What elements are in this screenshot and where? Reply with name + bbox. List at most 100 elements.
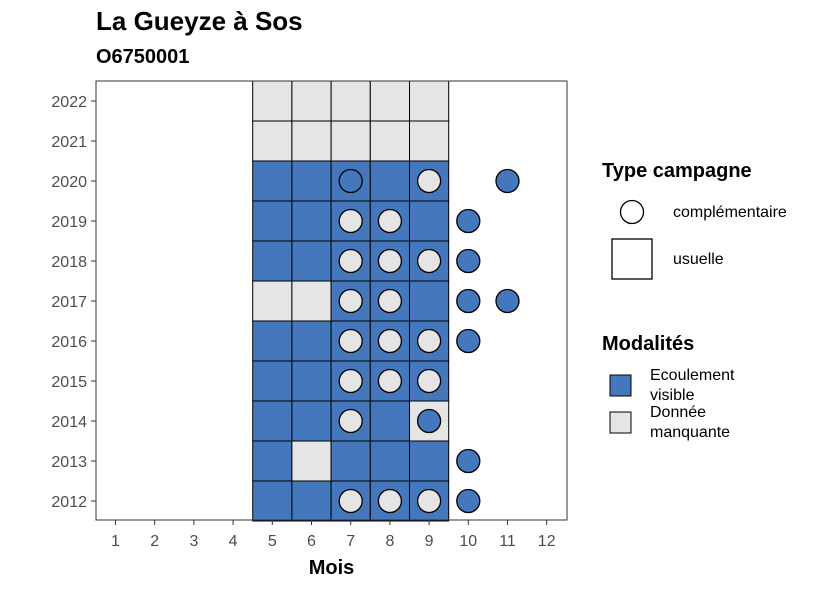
tile-usuelle-2021-7	[330, 120, 371, 162]
legend-mod-label-ecoulement-line2: visible	[650, 387, 695, 404]
chart-title: La Gueyze à Sos	[96, 6, 303, 36]
tile-usuelle-2018-6	[291, 240, 332, 282]
point-complementaire-2016-9	[416, 328, 442, 354]
tile-usuelle-2012-6	[291, 480, 332, 522]
tile-usuelle-2022-6	[291, 80, 332, 122]
point-complementaire-2020-11	[495, 168, 520, 194]
legend-key-ecoulement-visible	[609, 374, 632, 397]
x-tick-label-11: 11	[499, 533, 516, 550]
y-tick-label-2017: 2017	[51, 294, 87, 311]
x-tick-label-4: 4	[229, 533, 238, 550]
point-complementaire-2018-7	[338, 248, 363, 274]
point-complementaire-2018-10	[456, 248, 481, 274]
point-complementaire-2019-7	[338, 208, 363, 234]
y-tick-label-2021: 2021	[51, 134, 87, 151]
x-tick-label-1: 1	[111, 533, 120, 550]
tile-usuelle-2016-5	[252, 320, 293, 362]
point-complementaire-2016-7	[338, 328, 363, 354]
x-tick-label-8: 8	[385, 533, 394, 550]
y-tick-label-2020: 2020	[51, 174, 87, 191]
legend-mod-label-manquante-line1: Donnée	[650, 404, 707, 421]
tile-usuelle-2019-9	[409, 200, 450, 242]
tile-usuelle-2021-9	[409, 120, 450, 162]
x-tick-label-10: 10	[459, 533, 477, 550]
point-complementaire-2020-7	[338, 168, 363, 194]
tile-usuelle-2020-5	[252, 160, 293, 202]
legend-type-title: Type campagne	[602, 160, 752, 182]
tile-usuelle-2015-5	[252, 360, 293, 402]
tile-usuelle-2015-6	[291, 360, 332, 402]
tile-usuelle-2013-6	[291, 440, 332, 482]
legend-key-complementaire	[619, 199, 645, 225]
tile-usuelle-2013-7	[330, 440, 371, 482]
tile-usuelle-2013-9	[409, 440, 450, 482]
tile-usuelle-2018-5	[252, 240, 293, 282]
tile-usuelle-2022-9	[409, 80, 450, 122]
legend-mod-label-ecoulement-line1: Ecoulement	[650, 367, 735, 384]
legend-key-donnee-manquante	[609, 411, 632, 434]
legend-mod-label-manquante-line2: manquante	[650, 424, 731, 441]
y-tick-label-2016: 2016	[51, 334, 87, 351]
point-complementaire-2017-10	[456, 288, 481, 314]
y-tick-label-2019: 2019	[51, 214, 87, 231]
tile-usuelle-2013-8	[369, 440, 410, 482]
point-complementaire-2015-9	[416, 368, 442, 394]
tile-usuelle-2021-6	[291, 120, 332, 162]
chart-subtitle: O6750001	[96, 46, 190, 68]
y-tick-label-2014: 2014	[51, 414, 87, 431]
tile-usuelle-2012-5	[252, 480, 293, 522]
point-complementaire-2019-10	[456, 208, 481, 234]
tile-usuelle-2014-5	[252, 400, 293, 442]
legend-mod-label-ecoulement: Ecoulement visible	[650, 366, 735, 406]
point-complementaire-2012-8	[377, 488, 403, 514]
legend-type-label-usuelle: usuelle	[673, 251, 724, 268]
x-tick-label-2: 2	[150, 533, 159, 550]
tile-usuelle-2019-5	[252, 200, 293, 242]
point-complementaire-2015-7	[338, 368, 363, 394]
legend-type-label-complementaire: complémentaire	[673, 204, 787, 221]
point-complementaire-2016-8	[377, 328, 403, 354]
tile-usuelle-2022-5	[252, 80, 293, 122]
x-tick-label-12: 12	[538, 533, 556, 550]
tile-usuelle-2014-8	[369, 400, 410, 442]
y-tick-label-2015: 2015	[51, 374, 87, 391]
legend-key-usuelle	[611, 238, 653, 280]
tile-usuelle-2016-6	[291, 320, 332, 362]
point-complementaire-2017-7	[338, 288, 363, 314]
point-complementaire-2013-10	[456, 448, 481, 474]
point-complementaire-2019-8	[377, 208, 403, 234]
point-complementaire-2016-10	[456, 328, 481, 354]
point-complementaire-2012-10	[456, 488, 481, 514]
tile-usuelle-2022-7	[330, 80, 371, 122]
x-tick-label-5: 5	[268, 533, 277, 550]
point-complementaire-2014-9	[416, 408, 442, 434]
point-complementaire-2012-9	[416, 488, 442, 514]
point-complementaire-2014-7	[338, 408, 363, 434]
point-complementaire-2017-11	[495, 288, 520, 314]
point-complementaire-2015-8	[377, 368, 403, 394]
tile-usuelle-2022-8	[369, 80, 410, 122]
tile-usuelle-2014-6	[291, 400, 332, 442]
tile-usuelle-2019-6	[291, 200, 332, 242]
tile-usuelle-2020-8	[369, 160, 410, 202]
point-complementaire-2020-9	[416, 168, 442, 194]
point-complementaire-2018-8	[377, 248, 403, 274]
x-tick-label-6: 6	[307, 533, 316, 550]
tile-usuelle-2017-9	[409, 280, 450, 322]
point-complementaire-2018-9	[416, 248, 442, 274]
tile-usuelle-2013-5	[252, 440, 293, 482]
tile-usuelle-2017-5	[252, 280, 293, 322]
x-tick-label-9: 9	[425, 533, 434, 550]
x-tick-label-7: 7	[346, 533, 355, 550]
legend-modalites-title: Modalités	[602, 333, 695, 355]
tile-usuelle-2020-6	[291, 160, 332, 202]
y-tick-label-2022: 2022	[51, 94, 87, 111]
y-tick-label-2013: 2013	[51, 454, 87, 471]
x-axis-title: Mois	[309, 557, 355, 579]
y-tick-label-2012: 2012	[51, 494, 87, 511]
x-tick-label-3: 3	[189, 533, 198, 550]
point-complementaire-2017-8	[377, 288, 403, 314]
tile-usuelle-2017-6	[291, 280, 332, 322]
tile-usuelle-2021-8	[369, 120, 410, 162]
